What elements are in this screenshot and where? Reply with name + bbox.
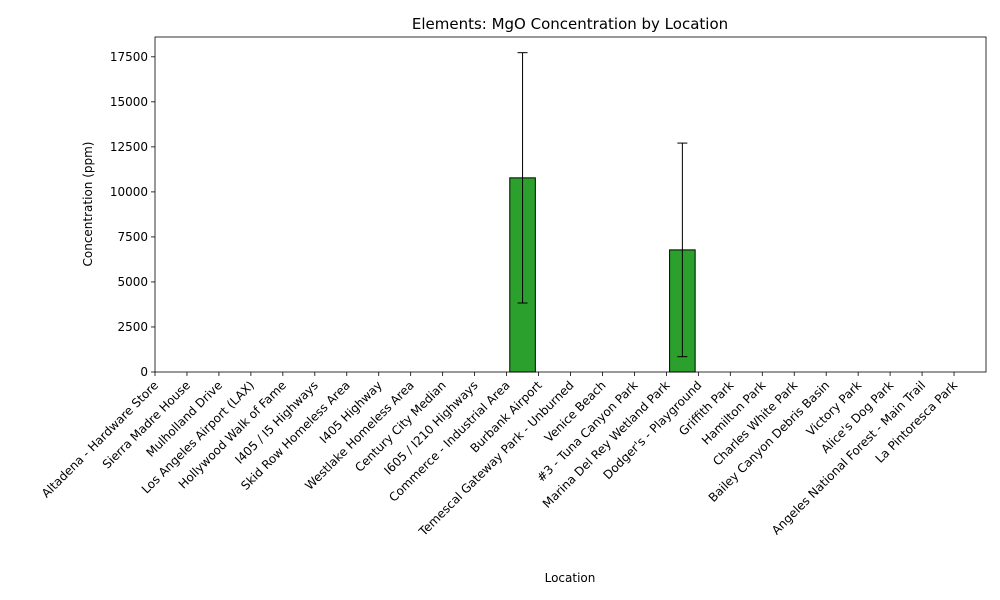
y-tick-label: 15000 [110, 95, 148, 109]
axes-frame [154, 36, 987, 373]
y-tick-label: 10000 [110, 185, 148, 199]
y-tick-label: 7500 [117, 230, 148, 244]
y-tick-label: 0 [140, 365, 148, 379]
x-axis-label: Location [545, 571, 596, 585]
y-tick-label: 12500 [110, 140, 148, 154]
chart-title: Elements: MgO Concentration by Location [412, 15, 728, 33]
plot-area: 025005000750010000125001500017500Altaden… [39, 36, 987, 539]
y-tick-label: 5000 [117, 275, 148, 289]
y-axis-label: Concentration (ppm) [81, 142, 95, 267]
y-tick-label: 17500 [110, 50, 148, 64]
y-tick-label: 2500 [117, 320, 148, 334]
